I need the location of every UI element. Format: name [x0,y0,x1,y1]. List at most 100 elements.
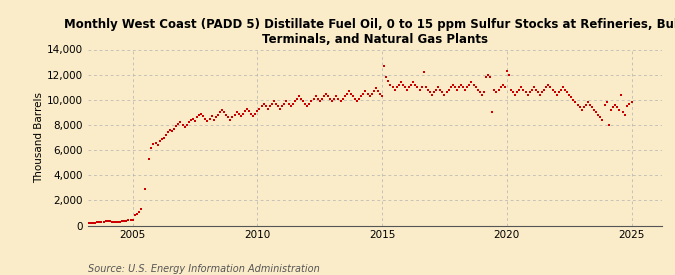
Point [576,108,587,112]
Point [269,99,279,103]
Point [200,116,211,121]
Point [522,93,533,97]
Point [371,86,381,91]
Point [410,82,421,87]
Point [529,85,539,89]
Point [219,110,230,115]
Point [271,101,281,106]
Point [192,115,202,120]
Point [256,104,267,108]
Point [132,212,142,216]
Point [198,114,209,118]
Point [329,96,340,101]
Point [514,87,524,92]
Point [300,101,310,106]
Point [190,119,200,123]
Point [508,90,518,94]
Point [551,93,562,97]
Point [80,221,90,225]
Point [487,110,497,115]
Point [188,116,198,121]
Point [605,108,616,112]
Point [150,140,161,145]
Point [504,72,514,77]
Point [608,105,618,109]
Point [383,79,394,83]
Point [306,99,317,103]
Point [512,90,522,94]
Point [211,115,221,120]
Point [362,91,373,96]
Point [379,64,389,68]
Point [566,95,576,100]
Point [134,210,144,214]
Point [562,90,572,94]
Point [603,123,614,127]
Point [400,85,410,89]
Point [531,87,541,92]
Point [123,218,134,223]
Point [435,87,446,92]
Point [454,85,464,89]
Point [107,219,117,224]
Point [460,87,470,92]
Point [425,90,435,94]
Point [234,111,244,116]
Point [506,87,516,92]
Point [146,145,157,150]
Point [377,94,387,98]
Point [286,104,296,108]
Point [103,219,113,223]
Point [560,87,570,92]
Title: Monthly West Coast (PADD 5) Distillate Fuel Oil, 0 to 15 ppm Sulfur Stocks at Re: Monthly West Coast (PADD 5) Distillate F… [64,18,675,46]
Point [325,96,335,101]
Point [468,82,479,87]
Point [381,75,392,79]
Point [321,91,331,96]
Point [358,91,369,96]
Point [431,87,441,92]
Point [125,218,136,222]
Point [215,110,225,115]
Point [524,90,535,94]
Point [161,133,171,137]
Point [364,94,375,98]
Point [180,125,190,130]
Point [491,90,502,94]
Point [281,99,292,103]
Point [267,101,277,106]
Point [466,80,477,84]
Point [360,89,371,93]
Point [204,116,215,121]
Point [313,96,323,101]
Point [533,90,543,94]
Point [616,93,626,97]
Point [331,94,342,98]
Point [119,219,130,223]
Point [275,106,286,111]
Point [452,87,462,92]
Point [427,93,437,97]
Point [213,113,223,117]
Point [240,109,250,113]
Point [535,93,545,97]
Point [202,119,213,123]
Point [620,113,630,117]
Point [217,108,227,112]
Point [238,111,248,116]
Point [394,82,404,87]
Point [121,219,132,223]
Point [526,87,537,92]
Point [612,105,622,109]
Point [128,218,138,222]
Y-axis label: Thousand Barrels: Thousand Barrels [34,92,44,183]
Point [248,114,259,118]
Point [545,85,556,89]
Point [412,85,423,89]
Point [86,221,97,225]
Point [502,69,512,73]
Point [259,101,269,106]
Point [194,113,205,117]
Point [587,105,597,109]
Point [171,124,182,128]
